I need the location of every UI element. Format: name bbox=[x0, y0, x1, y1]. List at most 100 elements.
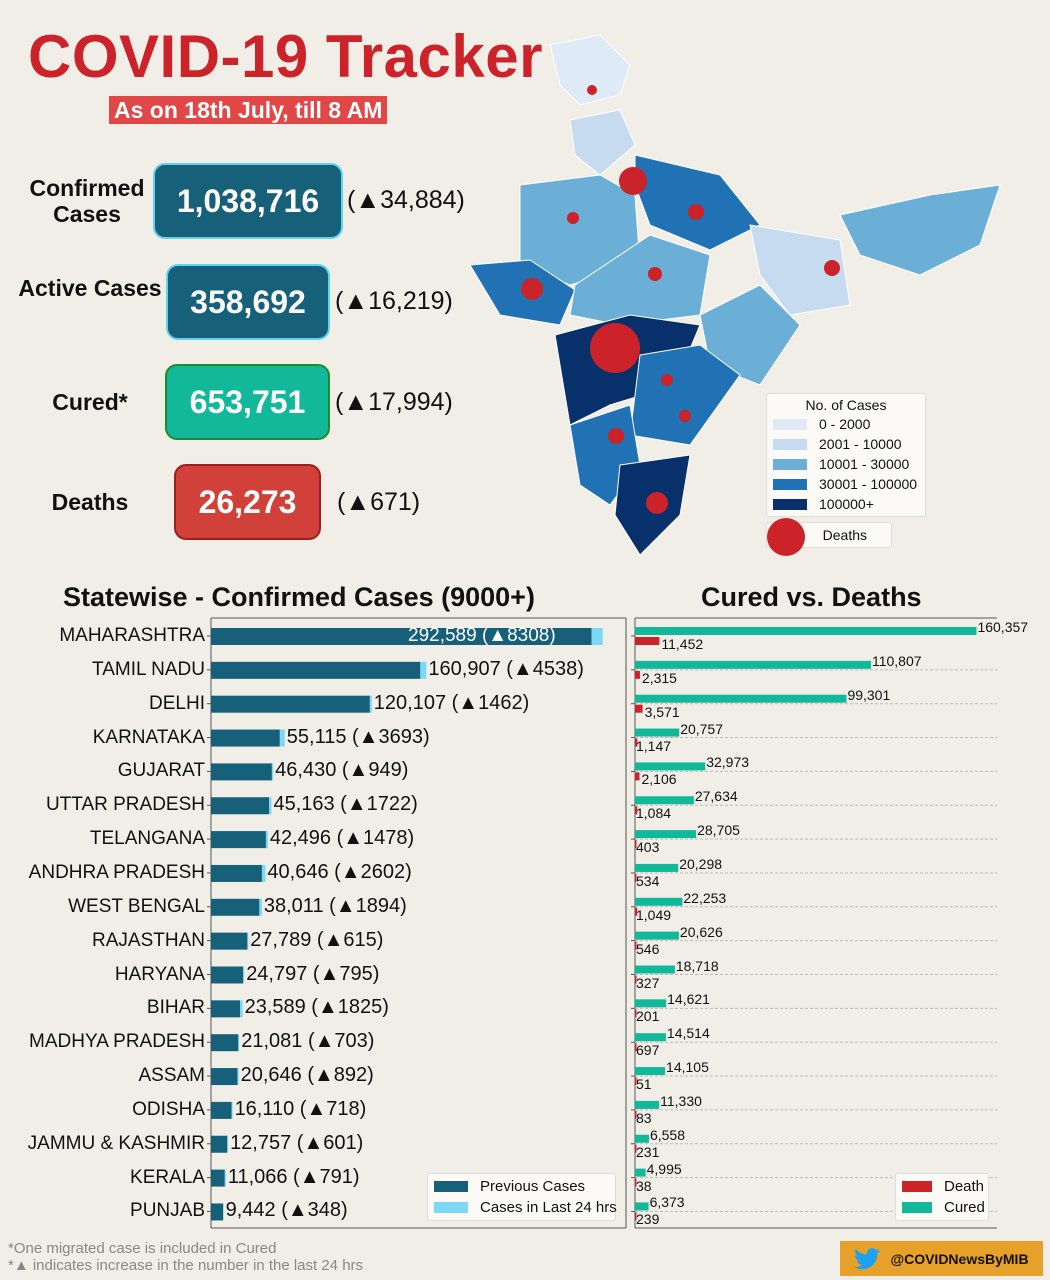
death-markers bbox=[521, 85, 840, 514]
state-label: KERALA bbox=[130, 1166, 205, 1188]
region-north bbox=[549, 34, 631, 106]
deaths-legend: Deaths bbox=[766, 518, 892, 556]
footnote-arrow: *▲ indicates increase in the number in t… bbox=[8, 1257, 364, 1274]
legend-swatch bbox=[773, 438, 807, 450]
region-punjab bbox=[569, 109, 636, 176]
bar-last-24h bbox=[231, 1101, 233, 1119]
cured-deaths-legend: Death Cured bbox=[895, 1173, 989, 1221]
bar-last-24h bbox=[265, 831, 268, 849]
bar-cured bbox=[635, 1033, 666, 1042]
cured-value-label: 14,514 bbox=[666, 1025, 710, 1042]
legend-swatch bbox=[773, 498, 807, 510]
map-legend-item: 100000+ bbox=[767, 494, 925, 514]
page-title: COVID-19 Tracker bbox=[28, 23, 543, 90]
death-value-label: 11,452 bbox=[661, 636, 704, 652]
state-label: ASSAM bbox=[138, 1065, 205, 1087]
cured-value-label: 14,621 bbox=[667, 991, 710, 1008]
bar-cured bbox=[635, 728, 680, 737]
death-marker-delhi bbox=[619, 167, 647, 195]
bar-cured bbox=[635, 1202, 649, 1211]
legend-swatch bbox=[773, 458, 807, 470]
region-northeast bbox=[839, 184, 1001, 276]
bar-previous bbox=[211, 729, 280, 747]
bar-last-24h bbox=[238, 1034, 240, 1052]
bar-previous bbox=[211, 966, 244, 984]
map-legend-item: 0 - 2000 bbox=[767, 414, 925, 434]
map-legend-item: 2001 - 10000 bbox=[767, 434, 925, 454]
death-value-label: 534 bbox=[636, 872, 660, 889]
bar-previous bbox=[211, 1034, 239, 1052]
bar-last-24h bbox=[227, 1135, 229, 1153]
deaths-change: (▲671) bbox=[337, 488, 421, 516]
bar-cured bbox=[635, 897, 683, 906]
bar-cured bbox=[635, 1067, 666, 1076]
map-legend-title: No. of Cases bbox=[805, 397, 887, 413]
bar-value-label: 20,646 (▲892) bbox=[240, 1064, 374, 1087]
death-value-label: 546 bbox=[636, 940, 660, 957]
twitter-bird-icon bbox=[854, 1247, 881, 1269]
death-value-label: 3,571 bbox=[644, 703, 680, 720]
death-value-label: 83 bbox=[636, 1109, 652, 1126]
cured-value-label: 28,705 bbox=[697, 822, 740, 839]
death-value-label: 239 bbox=[636, 1211, 660, 1228]
bar-previous bbox=[211, 831, 266, 849]
death-marker-rajasthan bbox=[567, 212, 579, 224]
bar-cured bbox=[635, 660, 871, 669]
bar-value-label: 38,011 (▲1894) bbox=[263, 894, 407, 917]
bar-value-label: 23,589 (▲1825) bbox=[244, 996, 389, 1019]
state-label: DELHI bbox=[149, 692, 205, 714]
map-legend-item: 30001 - 100000 bbox=[767, 474, 925, 494]
map-legend-item: 10001 - 30000 bbox=[767, 454, 925, 474]
state-label: ODISHA bbox=[132, 1098, 205, 1120]
bar-value-label: 292,589 (▲8308) bbox=[408, 625, 556, 646]
active-label: Active Cases bbox=[18, 275, 162, 301]
bar-previous bbox=[211, 661, 421, 679]
bar-cured bbox=[635, 863, 679, 872]
bar-value-label: 46,430 (▲949) bbox=[275, 759, 409, 782]
state-label: BIHAR bbox=[146, 997, 205, 1019]
death-circle-icon bbox=[767, 518, 805, 556]
bar-cured bbox=[635, 965, 675, 974]
bar-previous bbox=[211, 1135, 228, 1153]
cured-value-label: 18,718 bbox=[675, 957, 719, 974]
bar-last-24h bbox=[243, 966, 245, 984]
cured-value-label: 32,973 bbox=[706, 754, 750, 771]
bar-cured bbox=[635, 999, 667, 1008]
death-value-label: 1,049 bbox=[636, 906, 672, 923]
bar-cured bbox=[635, 627, 977, 635]
bar-value-label: 9,442 (▲348) bbox=[225, 1199, 348, 1222]
bar-cured bbox=[635, 1168, 646, 1177]
bar-last-24h bbox=[591, 628, 603, 645]
bar-previous bbox=[211, 898, 260, 916]
cured-value-label: 6,373 bbox=[649, 1194, 685, 1211]
death-marker-wb bbox=[824, 260, 840, 276]
bar-previous bbox=[211, 1203, 224, 1221]
legend-previous: Previous Cases bbox=[480, 1178, 586, 1195]
bar-cured bbox=[635, 694, 847, 703]
cured-value-label: 11,330 bbox=[660, 1092, 702, 1109]
state-label: JAMMU & KASHMIR bbox=[27, 1132, 205, 1154]
bar-last-24h bbox=[279, 729, 285, 747]
twitter-badge[interactable]: @COVIDNewsByMIB bbox=[840, 1241, 1043, 1276]
bar-previous bbox=[211, 1101, 232, 1119]
bar-last-24h bbox=[420, 661, 427, 679]
region-bihar-wb bbox=[749, 224, 851, 316]
bar-cured bbox=[635, 796, 694, 805]
bar-last-24h bbox=[271, 763, 274, 781]
bar-death bbox=[635, 772, 640, 781]
death-value-label: 697 bbox=[636, 1042, 660, 1059]
bar-last-24h bbox=[269, 797, 272, 815]
cured-label: Cured* bbox=[52, 389, 128, 415]
twitter-handle: @COVIDNewsByMIB bbox=[890, 1250, 1029, 1267]
legend-24h: Cases in Last 24 hrs bbox=[480, 1199, 617, 1216]
bar-previous bbox=[211, 1169, 225, 1187]
legend-cured: Cured bbox=[944, 1199, 985, 1216]
bar-cured bbox=[635, 1100, 660, 1109]
cured-value-label: 110,807 bbox=[871, 652, 922, 669]
cured-value-label: 14,105 bbox=[666, 1059, 709, 1076]
death-marker-tamilnadu bbox=[646, 492, 668, 514]
bar-cured bbox=[635, 830, 697, 839]
legend-swatch bbox=[773, 478, 807, 490]
state-label: KARNATAKA bbox=[92, 726, 205, 748]
cured-deaths-title: Cured vs. Deaths bbox=[701, 582, 922, 612]
